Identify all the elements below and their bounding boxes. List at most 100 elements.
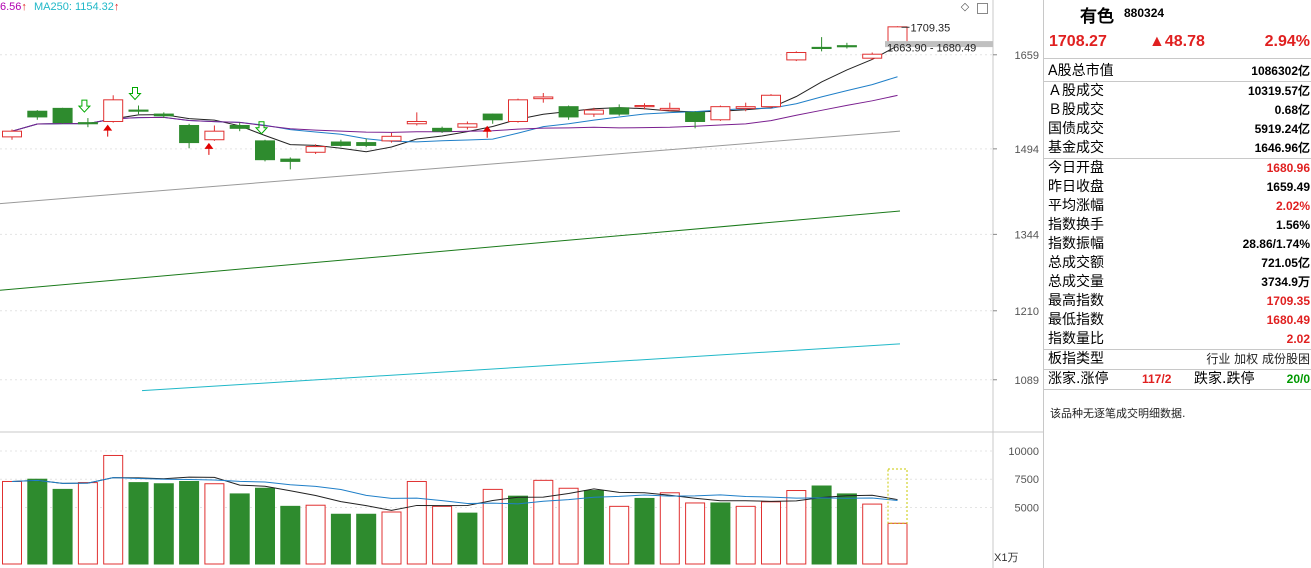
price-tick-label: 1210 <box>1015 306 1039 318</box>
stat-label: 今日开盘 <box>1048 160 1104 176</box>
ma20-line <box>11 94 898 133</box>
ma-prev-label: 6.56↑ <box>0 1 27 13</box>
ma60-line <box>0 130 901 205</box>
candle-body <box>128 109 149 112</box>
volume-bar <box>558 487 579 565</box>
volume-bar <box>305 504 326 565</box>
volume-bar <box>862 503 883 565</box>
stat-row: 国债成交 5919.24亿 <box>1044 120 1311 139</box>
buy-signal-arrow-icon <box>482 125 492 138</box>
price-tick-label: 1494 <box>1015 144 1039 156</box>
candle-body <box>533 96 554 100</box>
stat-row: 最低指数 1680.49 <box>1044 311 1311 330</box>
volume-bar <box>406 480 427 565</box>
ma10-line <box>11 76 898 143</box>
volume-bar <box>77 482 98 565</box>
candle-body <box>609 107 630 115</box>
volume-bar <box>153 483 174 565</box>
price-tick-label: 1659 <box>1015 50 1039 62</box>
stat-value: 28.86/1.74% <box>1242 237 1310 251</box>
stat-label: 国债成交 <box>1048 121 1104 137</box>
stat-value: 1086302亿 <box>1251 64 1310 78</box>
candle-body <box>280 158 301 162</box>
stat-label: 基金成交 <box>1048 140 1104 156</box>
stat-label: Ａ股成交 <box>1048 83 1104 99</box>
stat-label: 总成交量 <box>1048 274 1104 290</box>
candle-body <box>381 135 402 142</box>
kline-chart-area[interactable]: 1659 1494 1344 1210 1089 10000 7500 5000 1709.35… <box>0 0 1043 568</box>
stat-label: 指数量比 <box>1048 331 1104 347</box>
candle-body <box>508 99 528 122</box>
candle-body <box>103 99 124 122</box>
candle-body <box>786 51 807 61</box>
volume-bar <box>710 502 731 565</box>
candle-body <box>634 105 655 108</box>
volume-bar <box>634 497 655 565</box>
volume-bar <box>2 480 22 565</box>
candle-body <box>761 94 781 108</box>
volume-bar <box>128 482 149 565</box>
stat-label: A股总市值 <box>1048 63 1114 79</box>
square-icon[interactable] <box>977 3 988 14</box>
stock-title: 有色 880324 <box>1044 0 1311 28</box>
limit-row: 涨家.涨停 117/2 跌家.跌停 20/0 <box>1044 370 1311 390</box>
candle-body <box>457 123 478 128</box>
price-tick-label: 1344 <box>1015 229 1039 241</box>
stat-row: 今日开盘 1680.96 <box>1044 159 1311 178</box>
candle-body <box>583 109 604 115</box>
stat-row: A股总市值 1086302亿 <box>1044 62 1311 82</box>
candle-body <box>305 146 326 153</box>
price-tick-label: 1089 <box>1015 375 1039 387</box>
buy-signal-arrow-icon <box>204 142 214 155</box>
index-type-label: 板指类型 <box>1048 351 1104 367</box>
stat-label: 指数换手 <box>1048 217 1104 233</box>
volume-ma10-line <box>11 477 898 505</box>
volume-tick-label: 7500 <box>1015 474 1039 486</box>
candle-body <box>77 122 98 125</box>
sell-signal-arrow-icon <box>128 87 142 101</box>
candle-body <box>482 113 503 121</box>
candle-body <box>432 127 453 132</box>
sell-signal-arrow-icon <box>77 99 92 113</box>
volume-unit-label: X1万 <box>994 552 1019 564</box>
stat-row: 总成交量 3734.9万 <box>1044 273 1311 292</box>
volume-bar <box>659 492 680 565</box>
up-limit-label: 涨家.涨停 <box>1048 371 1109 387</box>
stat-row: 指数换手 1.56% <box>1044 216 1311 235</box>
volume-bar <box>432 505 453 565</box>
stat-value: 1680.49 <box>1266 313 1310 327</box>
volume-bar <box>583 490 604 565</box>
volume-bar <box>103 454 124 565</box>
range-marker <box>885 41 993 48</box>
stat-label: 最低指数 <box>1048 312 1104 328</box>
volume-bar <box>229 493 250 565</box>
candle-body <box>558 106 579 118</box>
index-type-tags[interactable]: 行业 加权 成份股困 <box>1206 352 1310 366</box>
volume-tick-label: 5000 <box>1015 502 1039 514</box>
up-limit-value: 117/2 <box>1142 372 1172 386</box>
stat-value: 3734.9万 <box>1261 275 1310 289</box>
stat-label: 最高指数 <box>1048 293 1104 309</box>
stat-value: 10319.57亿 <box>1247 84 1310 98</box>
stat-label: Ｂ股成交 <box>1048 102 1104 118</box>
ma250-value: MA250: 1154.32 <box>34 1 114 13</box>
diamond-icon[interactable]: ◇ <box>960 1 970 13</box>
volume-forecast-box <box>887 468 908 524</box>
stat-row: Ｂ股成交 0.68亿 <box>1044 101 1311 120</box>
tick-data-note: 该品种无逐笔成交明细数据. <box>1050 407 1186 420</box>
candle-body <box>27 110 48 118</box>
stat-label: 指数振幅 <box>1048 236 1104 252</box>
candle-body <box>153 113 174 117</box>
price-change-pct: 2.94% <box>1264 33 1310 50</box>
kline-chart[interactable]: 1659 1494 1344 1210 1089 10000 7500 5000 1709.35… <box>0 0 1043 568</box>
stat-value: 1659.49 <box>1266 180 1310 194</box>
volume-tick-label: 10000 <box>1008 446 1039 458</box>
volume-bar <box>381 511 402 565</box>
volume-bar <box>280 505 301 565</box>
volume-bar <box>330 513 351 565</box>
ma250-arrow-icon: ↑ <box>113 1 120 13</box>
candle-body <box>356 142 377 146</box>
volume-bar <box>887 522 908 565</box>
stat-value: 1646.96亿 <box>1254 141 1310 155</box>
stat-value: 5919.24亿 <box>1254 122 1310 136</box>
